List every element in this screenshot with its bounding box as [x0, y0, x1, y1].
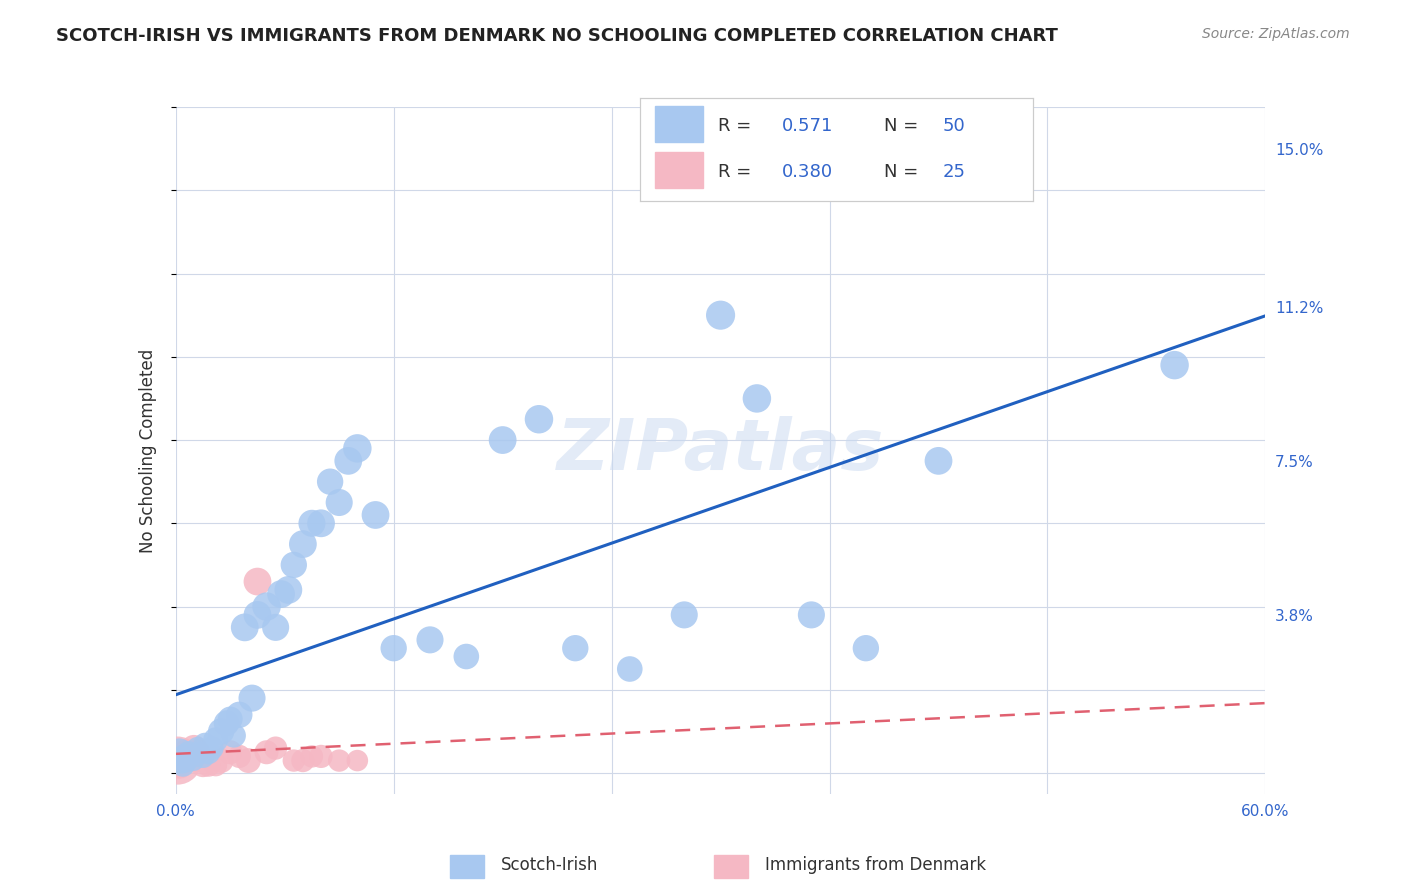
- Point: [172, 757, 194, 772]
- Point: [169, 757, 191, 772]
- Point: [301, 516, 323, 531]
- Point: [264, 741, 287, 756]
- Point: [745, 392, 768, 406]
- Point: [301, 749, 323, 764]
- Point: [309, 516, 332, 531]
- Point: [209, 724, 232, 739]
- Point: [240, 691, 263, 706]
- Point: [201, 741, 224, 756]
- Text: ZIPatlas: ZIPatlas: [557, 416, 884, 485]
- Point: [191, 757, 214, 772]
- Point: [710, 308, 733, 322]
- Point: [238, 754, 260, 768]
- Point: [564, 641, 586, 656]
- Point: [172, 754, 194, 768]
- Point: [209, 754, 232, 768]
- Point: [1163, 358, 1185, 372]
- Point: [283, 558, 305, 572]
- Text: N =: N =: [884, 117, 924, 135]
- Bar: [450, 855, 484, 878]
- Point: [291, 537, 314, 551]
- Point: [204, 732, 226, 747]
- Point: [270, 587, 292, 601]
- Text: N =: N =: [884, 163, 924, 181]
- Point: [283, 754, 305, 768]
- Point: [177, 745, 200, 759]
- Point: [264, 620, 287, 634]
- Point: [176, 754, 198, 768]
- Text: 0.571: 0.571: [782, 117, 832, 135]
- Point: [186, 745, 209, 759]
- Point: [188, 745, 211, 759]
- Point: [328, 495, 350, 509]
- Point: [800, 607, 823, 622]
- Point: [197, 745, 219, 759]
- Bar: [714, 855, 748, 878]
- Point: [186, 741, 209, 756]
- Point: [197, 757, 219, 772]
- Point: [246, 607, 269, 622]
- Point: [256, 599, 278, 614]
- Point: [191, 749, 214, 764]
- Point: [173, 745, 195, 759]
- Text: SCOTCH-IRISH VS IMMIGRANTS FROM DENMARK NO SCHOOLING COMPLETED CORRELATION CHART: SCOTCH-IRISH VS IMMIGRANTS FROM DENMARK …: [56, 27, 1059, 45]
- Bar: [655, 106, 703, 142]
- Point: [346, 442, 368, 456]
- Text: Scotch-Irish: Scotch-Irish: [501, 856, 598, 874]
- Point: [277, 582, 299, 597]
- Text: 25: 25: [943, 163, 966, 181]
- Point: [219, 712, 242, 726]
- Y-axis label: No Schooling Completed: No Schooling Completed: [139, 349, 157, 552]
- Point: [183, 754, 205, 768]
- Point: [166, 754, 188, 768]
- Point: [328, 754, 350, 768]
- Point: [246, 574, 269, 589]
- Point: [179, 749, 201, 764]
- Point: [194, 737, 217, 751]
- Point: [228, 707, 250, 722]
- Point: [222, 729, 245, 743]
- Point: [492, 433, 515, 447]
- Point: [928, 454, 950, 468]
- Point: [173, 749, 195, 764]
- Text: 50: 50: [943, 117, 966, 135]
- Point: [456, 649, 478, 664]
- Point: [291, 754, 314, 768]
- Point: [337, 454, 360, 468]
- Point: [309, 749, 332, 764]
- Point: [219, 745, 242, 759]
- Point: [228, 749, 250, 764]
- Point: [183, 741, 205, 756]
- Point: [233, 620, 256, 634]
- Point: [319, 475, 342, 489]
- Point: [419, 632, 441, 647]
- Point: [176, 754, 198, 768]
- Bar: [655, 153, 703, 188]
- Point: [170, 754, 193, 768]
- Point: [855, 641, 877, 656]
- Text: Immigrants from Denmark: Immigrants from Denmark: [765, 856, 986, 874]
- Point: [382, 641, 405, 656]
- Text: R =: R =: [718, 163, 758, 181]
- Text: R =: R =: [718, 117, 758, 135]
- Point: [673, 607, 696, 622]
- Text: Source: ZipAtlas.com: Source: ZipAtlas.com: [1202, 27, 1350, 41]
- Point: [527, 412, 550, 426]
- Point: [215, 716, 238, 731]
- Point: [619, 662, 641, 676]
- Text: 0.380: 0.380: [782, 163, 832, 181]
- Point: [364, 508, 387, 522]
- Point: [169, 745, 191, 759]
- Point: [346, 754, 368, 768]
- Point: [256, 745, 278, 759]
- Point: [179, 749, 201, 764]
- Point: [170, 749, 193, 764]
- Point: [204, 757, 226, 772]
